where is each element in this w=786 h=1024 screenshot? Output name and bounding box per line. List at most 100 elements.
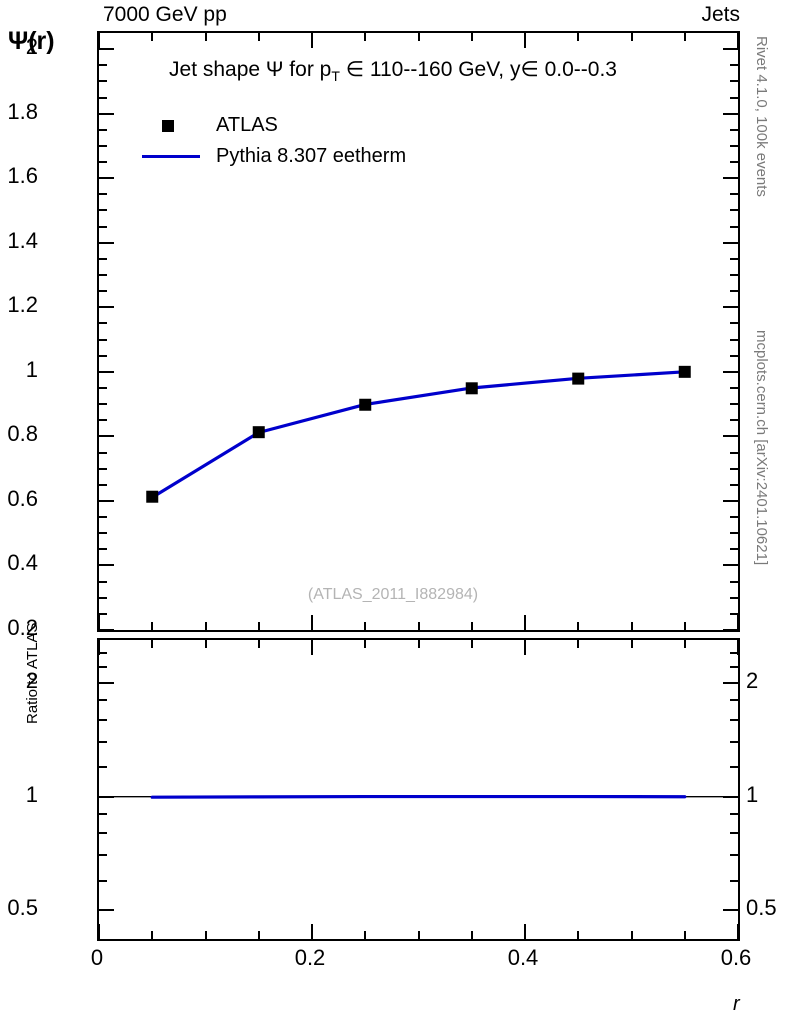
axis-tick [723, 48, 738, 51]
axis-tick [417, 640, 420, 648]
axis-tick [524, 924, 526, 939]
axis-tick [99, 580, 107, 583]
axis-tick [683, 33, 686, 41]
axis-tick [577, 33, 580, 41]
legend-line-icon [142, 155, 200, 158]
axis-tick [311, 640, 313, 655]
axis-tick [730, 740, 738, 743]
axis-tick [630, 622, 633, 630]
ratio-y-tick-label: 0.5 [7, 895, 38, 921]
axis-tick [417, 33, 420, 41]
data-marker [678, 365, 691, 378]
axis-tick [99, 403, 107, 406]
axis-tick [99, 257, 107, 260]
axis-tick [99, 924, 100, 939]
axis-tick [99, 682, 114, 685]
axis-tick [204, 33, 207, 41]
legend-label: ATLAS [216, 114, 278, 136]
legend-entry: Pythia 8.307 eetherm [140, 141, 480, 172]
axis-tick [723, 241, 738, 244]
axis-tick [730, 64, 738, 67]
axis-tick [204, 931, 207, 939]
axis-tick [723, 370, 738, 373]
axis-tick [99, 640, 100, 655]
y-tick-label: 1 [25, 356, 38, 382]
x-axis-title: r [733, 993, 740, 1015]
axis-tick [577, 622, 580, 630]
axis-tick [99, 354, 107, 357]
axis-tick [723, 682, 738, 685]
axis-tick [730, 274, 738, 277]
axis-tick [730, 96, 738, 99]
legend: ATLAS Pythia 8.307 eetherm [140, 110, 480, 172]
axis-tick [99, 718, 107, 721]
analysis-id-watermark: (ATLAS_2011_I882984) [307, 586, 479, 603]
axis-tick [99, 322, 107, 325]
axis-tick [417, 931, 420, 939]
axis-tick [99, 516, 107, 519]
y-tick-label: 1.8 [7, 98, 38, 124]
axis-tick [99, 370, 114, 373]
axis-tick [730, 483, 738, 486]
axis-tick [630, 931, 633, 939]
x-tick-label: 0 [90, 945, 104, 970]
axis-tick [723, 795, 738, 798]
axis-tick [723, 629, 738, 630]
ratio-y-tick-label-right: 0.5 [746, 895, 777, 921]
axis-tick [99, 144, 107, 147]
axis-tick [730, 652, 738, 655]
axis-tick [730, 451, 738, 454]
axis-tick [737, 640, 738, 655]
axis-tick [730, 596, 738, 599]
mcplots-reference-caption: mcplots.cern.ch [arXiv:2401.10621] [753, 330, 770, 566]
axis-tick [99, 338, 107, 341]
plot-title-pre: Jet shape Ψ for p [169, 58, 332, 81]
axis-tick [99, 33, 100, 48]
axis-tick [723, 499, 738, 502]
axis-tick [151, 33, 154, 41]
axis-tick [737, 615, 738, 630]
axis-tick [730, 718, 738, 721]
main-plot-area [99, 33, 738, 630]
y-tick-label: 1.4 [7, 227, 38, 253]
axis-tick [99, 128, 107, 131]
axis-tick [99, 596, 107, 599]
axis-tick [730, 812, 738, 815]
plot-title-subscript: T [331, 68, 340, 85]
ratio-y-axis-title: Ratio to ATLAS [24, 622, 41, 724]
axis-tick [723, 564, 738, 567]
data-marker [572, 372, 585, 385]
analysis-category-label: Jets [701, 3, 740, 26]
axis-tick [99, 909, 114, 912]
ratio-data-svg [99, 794, 738, 799]
axis-tick [630, 640, 633, 648]
ratio-y-tick-label: 1 [25, 781, 38, 807]
ratio-y-tick-label-right: 1 [746, 781, 759, 807]
axis-tick [99, 193, 107, 196]
axis-tick [99, 666, 107, 669]
axis-tick [257, 931, 260, 939]
axis-tick [730, 419, 738, 422]
axis-tick [99, 96, 107, 99]
axis-tick [730, 128, 738, 131]
main-plot-panel [97, 31, 740, 632]
axis-tick [99, 48, 114, 51]
axis-tick [730, 209, 738, 212]
axis-tick [683, 622, 686, 630]
axis-tick [311, 615, 313, 630]
ratio-plot-area [99, 640, 738, 939]
axis-tick [417, 622, 420, 630]
axis-tick [730, 225, 738, 228]
axis-tick [99, 740, 107, 743]
axis-tick [99, 483, 107, 486]
plot-title: Jet shape Ψ for pT ∈ 110--160 GeV, y∈ 0.… [0, 57, 786, 89]
axis-tick [524, 640, 526, 655]
axis-tick [470, 622, 473, 630]
x-tick-label: 0.4 [507, 945, 539, 970]
axis-tick [99, 532, 107, 535]
axis-tick [257, 640, 260, 648]
axis-tick [730, 516, 738, 519]
axis-tick [99, 699, 107, 702]
legend-key [140, 110, 202, 141]
axis-tick [99, 854, 107, 857]
